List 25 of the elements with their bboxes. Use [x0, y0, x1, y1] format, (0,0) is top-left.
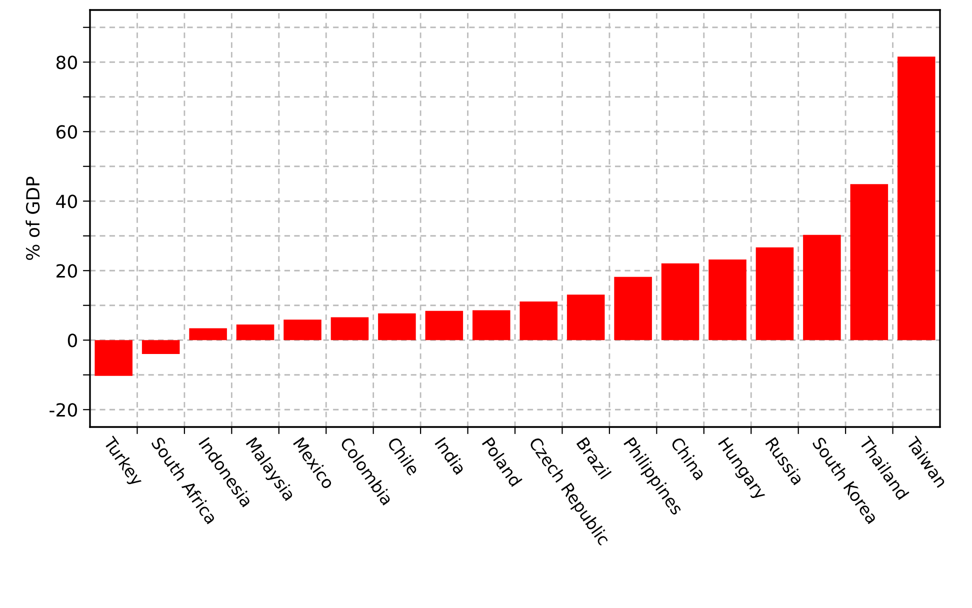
bar: [661, 263, 700, 340]
bar: [189, 328, 227, 340]
bar: [425, 310, 464, 340]
bar: [472, 310, 510, 340]
bar: [850, 184, 888, 340]
bar: [284, 320, 322, 340]
y-axis-title: % of GDP: [26, 176, 40, 260]
y-tick-label: 20: [56, 264, 77, 278]
y-tick-label: 0: [68, 334, 77, 348]
bar: [756, 247, 794, 340]
bar: [614, 276, 652, 340]
bar: [520, 302, 558, 340]
bar: [330, 317, 369, 340]
bar: [378, 313, 416, 340]
bar: [236, 324, 274, 340]
y-tick-label: -20: [50, 403, 77, 417]
bar: [803, 234, 841, 340]
bar: [94, 340, 132, 376]
y-tick-label: 40: [56, 194, 77, 208]
y-tick-label: 80: [56, 56, 77, 70]
bar: [142, 340, 180, 354]
y-tick-label: 60: [56, 125, 77, 139]
bar: [566, 294, 605, 340]
bar: [898, 56, 936, 340]
bar: [708, 260, 746, 340]
